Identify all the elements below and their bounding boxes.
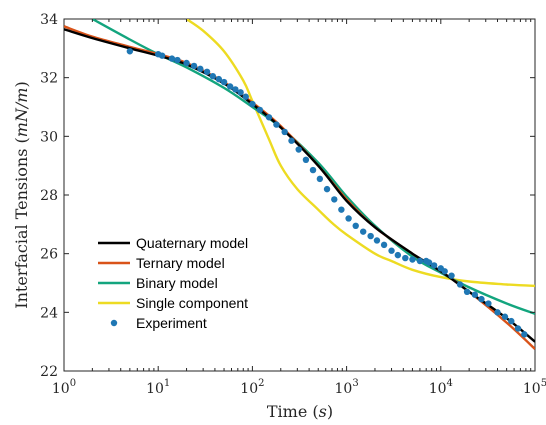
legend-label: Quaternary model (136, 235, 248, 251)
legend-label: Single component (136, 295, 248, 311)
plot-area-frame (63, 18, 536, 372)
experiment-point (288, 137, 295, 144)
experiment-point (209, 73, 217, 80)
experiment-point (273, 121, 280, 128)
experiment-point (456, 281, 464, 288)
experiment-point (402, 254, 409, 262)
x-axis-title: Time (s) (267, 402, 333, 421)
experiment-point (425, 259, 433, 266)
experiment-point (338, 206, 345, 213)
experiment-point (126, 48, 134, 55)
experiment-point (174, 56, 181, 64)
experiment-point (168, 55, 176, 62)
experiment-point (226, 83, 234, 90)
experiment-point (463, 288, 471, 295)
experiment-point (388, 247, 395, 254)
experiment-point (514, 325, 522, 332)
experiment-point (409, 256, 416, 263)
experiment-point (430, 262, 438, 269)
experiment-point (190, 62, 198, 70)
series-line-single-component (185, 19, 535, 288)
experiment-point (237, 89, 244, 96)
experiment-point (416, 257, 424, 265)
experiment-point (265, 114, 273, 121)
experiment-point (220, 78, 228, 86)
y-tick-label: 30 (40, 129, 58, 145)
experiment-point (367, 232, 374, 240)
experiment-point (394, 251, 402, 259)
tick-layer (63, 18, 536, 372)
experiment-point (478, 295, 485, 303)
experiment-point (521, 331, 528, 338)
experiment-point (203, 68, 211, 76)
series-layer (64, 19, 535, 350)
legend-label: Experiment (136, 315, 207, 331)
y-tick-label: 32 (40, 71, 58, 87)
x-tick-label: 104 (429, 378, 453, 397)
legend-marker-experiment (110, 319, 118, 327)
experiment-point (494, 309, 501, 316)
experiment-point (158, 52, 166, 59)
experiment-point (448, 272, 455, 279)
experiment-point (441, 268, 448, 275)
x-tick-label: 105 (523, 378, 546, 397)
experiment-point (373, 237, 381, 244)
x-tick-label: 103 (334, 378, 358, 397)
y-tick-label: 22 (40, 364, 58, 380)
y-tick-label: 24 (40, 305, 58, 321)
y-tick-label: 34 (40, 12, 58, 28)
experiment-point (485, 300, 492, 307)
experiment-point (281, 128, 288, 136)
series-line-quaternary-model (64, 28, 535, 343)
experiment-point (242, 93, 249, 100)
experiment-point (323, 185, 331, 193)
experiment-point (249, 100, 256, 108)
x-tick-label: 102 (240, 378, 264, 397)
label-layer: 22 24 26 28 30 32 34 100 101 102 103 104 105 (40, 12, 546, 397)
experiment-point (380, 241, 388, 249)
experiment-point (316, 175, 324, 183)
experiment-point (331, 196, 338, 203)
experiment-point (215, 75, 223, 83)
y-tick-label: 26 (40, 247, 58, 263)
legend-label: Ternary model (136, 255, 225, 271)
experiment-point (232, 86, 239, 93)
experiment-point (183, 59, 190, 67)
experiment-point (501, 313, 509, 320)
experiment-point (309, 166, 317, 174)
experiment-point (471, 291, 479, 298)
experiment-point (256, 106, 264, 114)
experiment-point (352, 222, 359, 229)
experiment-point (345, 215, 352, 222)
legend-label: Binary model (136, 275, 218, 291)
experiment-point (302, 156, 310, 163)
experiment-point (197, 65, 204, 73)
x-tick-label: 101 (146, 378, 170, 397)
experiment-point (359, 228, 367, 235)
experiment-point (508, 317, 515, 325)
x-tick-label: 100 (52, 378, 76, 397)
y-axis-title: Interfacial Tensions (mN/m) (12, 81, 31, 308)
y-tick-label: 28 (40, 188, 58, 204)
experiment-point (295, 146, 302, 153)
legend: Quaternary model Ternary model Binary mode… (98, 235, 248, 331)
